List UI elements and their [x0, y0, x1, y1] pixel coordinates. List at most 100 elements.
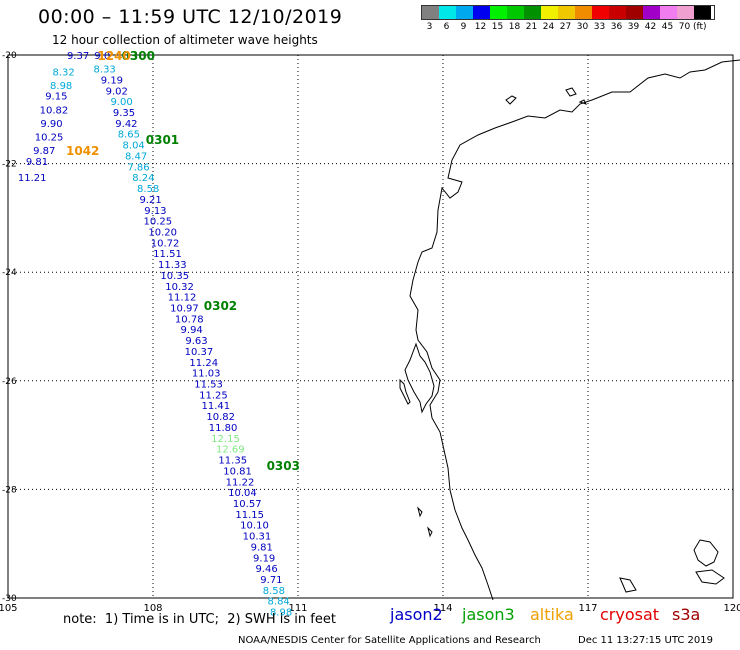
color-scale-label: 45 [661, 22, 674, 32]
legend-altika: altika [530, 605, 574, 624]
wave-height-value: 11.33 [158, 260, 187, 271]
map-frame: 105 108 111 114 117 120 -20 -22 -24 -26 -28 -30 [0, 51, 740, 614]
wave-height-value: 9.81 [251, 542, 273, 553]
color-swatch [643, 6, 660, 19]
color-scale-label: 27 [559, 22, 572, 32]
wave-height-value: 10.20 [148, 227, 177, 238]
dampier-islands [565, 87, 587, 105]
map-border [7, 54, 734, 599]
wave-height-value: 8.98 [270, 608, 292, 619]
color-swatch [677, 6, 694, 19]
pass-time-label: 0302 [204, 299, 237, 313]
color-scale-label: 15 [491, 22, 504, 32]
legend-cryosat: cryosat [600, 605, 660, 624]
wave-height-value: 10.72 [151, 238, 180, 249]
wave-height-value: 8.24 [132, 173, 154, 184]
color-swatch [541, 6, 558, 19]
latitude-tick-label: -24 [2, 268, 17, 278]
color-swatch [422, 6, 439, 19]
color-scale-label: 36 [610, 22, 623, 32]
wave-height-value: 9.90 [40, 119, 62, 130]
wave-height-value: 9.35 [113, 108, 135, 119]
color-swatch [439, 6, 456, 19]
color-scale-label: 33 [593, 22, 606, 32]
wave-height-value: 9.42 [115, 119, 137, 130]
wave-height-value: 10.31 [243, 532, 272, 543]
wave-height-value: 11.41 [202, 401, 231, 412]
wave-height-value: 11.53 [194, 380, 223, 391]
shark-bay-peninsula [404, 342, 435, 414]
wave-height-value: 8.58 [263, 586, 285, 597]
wave-height-value: 8.84 [268, 597, 290, 608]
color-scale-label: 42 [644, 22, 657, 32]
color-swatch [694, 6, 711, 19]
latitude-tick-label: -20 [2, 51, 17, 61]
wave-height-value: 10.82 [40, 105, 69, 116]
wave-height-value: 11.22 [226, 477, 255, 488]
wave-height-value: 9.02 [106, 86, 128, 97]
wave-height-value: 12.69 [216, 445, 245, 456]
shark-bay-island [399, 378, 411, 405]
color-scale-label: 24 [542, 22, 555, 32]
wave-height-value: 8.98 [50, 81, 72, 92]
color-scale-label: 21 [525, 22, 538, 32]
wave-height-value: 9.81 [26, 157, 48, 168]
wave-height-value: 10.04 [228, 488, 257, 499]
wave-height-value: 11.35 [218, 456, 247, 467]
color-scale-label: 18 [508, 22, 521, 32]
color-swatch [626, 6, 643, 19]
wave-height-value: 9.0 [94, 51, 110, 62]
wave-height-value: 9.19 [101, 75, 123, 86]
color-swatch [456, 6, 473, 19]
longitude-tick-label: 120 [723, 603, 740, 614]
map-subtitle: 12 hour collection of altimeter wave hei… [52, 33, 318, 47]
wave-height-value: 10.57 [233, 499, 262, 510]
wave-height-value: 8.32 [52, 67, 74, 78]
longitude-tick-label: 111 [288, 603, 307, 614]
wave-height-value: 11.15 [235, 510, 264, 521]
wave-height-value: 11.25 [199, 390, 228, 401]
credit-line: NOAA/NESDIS Center for Satellite Applica… [238, 635, 541, 646]
color-scale-unit: (ft) [693, 22, 707, 32]
wave-height-value: 9.63 [185, 336, 207, 347]
color-scale-labels: 3 6 9 12 15 18 21 24 27 30 33 36 39 42 45 70 (ft) [421, 22, 715, 32]
wave-height-value: 9.15 [45, 92, 67, 103]
color-scale-label: 6 [443, 22, 450, 32]
color-scale-label: 39 [627, 22, 640, 32]
wave-height-value: 9.71 [260, 575, 282, 586]
map-title: 00:00 – 11:59 UTC 12/10/2019 [38, 6, 343, 28]
color-swatch [558, 6, 575, 19]
color-scale-label: 9 [460, 22, 467, 32]
wave-height-value: 9.94 [181, 325, 203, 336]
pass-time-label: 1042 [66, 144, 99, 158]
legend-jason3: jason3 [462, 605, 515, 624]
color-swatch [524, 6, 541, 19]
longitude-tick-label: 117 [578, 603, 597, 614]
color-scale-swatches [421, 5, 715, 20]
west-australia-coastline [409, 59, 740, 601]
wave-height-value: 11.03 [192, 369, 221, 380]
color-swatch [575, 6, 592, 19]
pass-time-label: 0300 [122, 49, 155, 63]
wave-height-value: 7.86 [127, 162, 149, 173]
wave-height-value: 8.47 [125, 151, 147, 162]
color-scale-label: 3 [426, 22, 433, 32]
pass-time-label: 0303 [267, 459, 300, 473]
generation-timestamp: Dec 11 13:27:15 UTC 2019 [578, 635, 713, 646]
wave-height-value: 10.82 [206, 412, 235, 423]
wave-height-value: 11.51 [153, 249, 182, 260]
wave-height-value: 8.58 [137, 184, 159, 195]
abrolhos-islands [417, 506, 433, 538]
color-swatch [490, 6, 507, 19]
color-swatch [660, 6, 677, 19]
color-scale-label: 12 [474, 22, 487, 32]
wave-height-value: 8.04 [123, 141, 145, 152]
coastline [399, 59, 740, 601]
wave-height-value: 9.87 [33, 146, 55, 157]
wave-height-value: 9.37 [67, 51, 89, 62]
wave-height-value: 10.37 [185, 347, 214, 358]
color-scale-label: 30 [576, 22, 589, 32]
wave-height-value: 10.81 [223, 466, 252, 477]
